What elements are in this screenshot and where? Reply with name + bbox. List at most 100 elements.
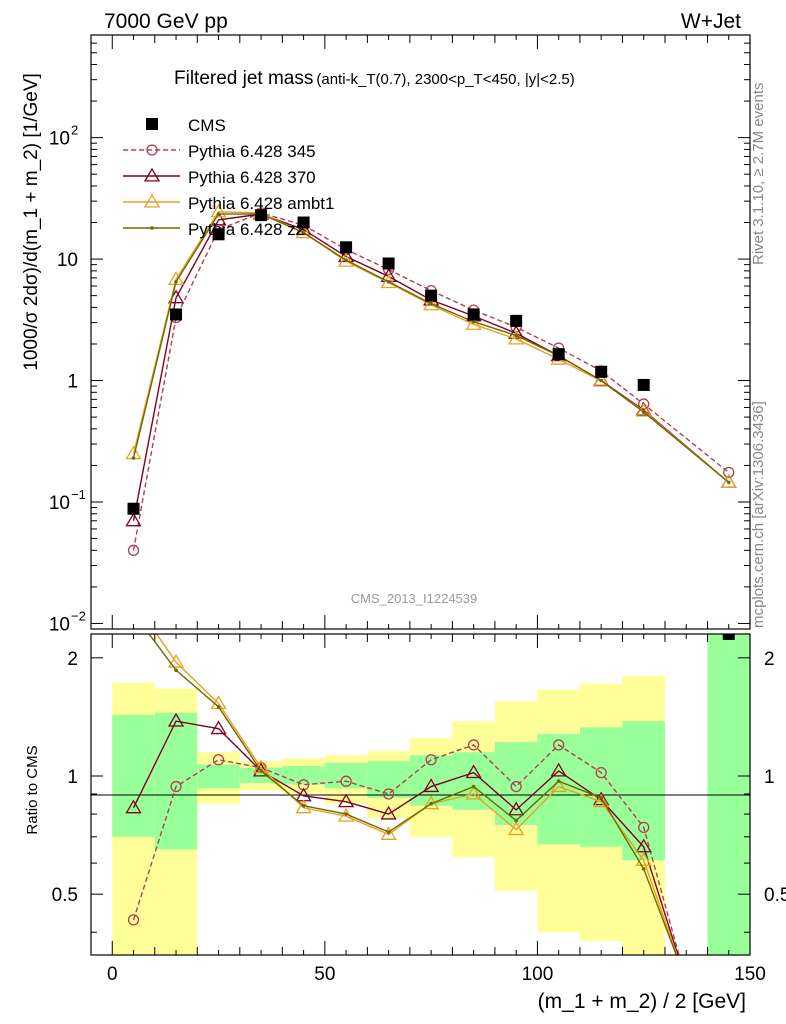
data-point-triangle xyxy=(337,252,355,267)
series-line xyxy=(148,634,678,955)
data-point-triangle xyxy=(252,762,270,777)
legend-label: Pythia 6.428 345 xyxy=(188,142,316,161)
data-point-dot xyxy=(726,480,731,485)
data-point-dot xyxy=(599,796,603,800)
data-point-circle xyxy=(638,398,650,410)
y-tick-label: 10 xyxy=(49,614,70,635)
data-point-triangle xyxy=(508,821,525,836)
data-point-dot xyxy=(216,212,221,216)
series-line xyxy=(132,212,730,551)
series-pythia-6-428-ambt1 xyxy=(125,203,737,488)
data-point-circle xyxy=(467,739,480,751)
data-point-triangle xyxy=(593,372,610,387)
data-point-dot xyxy=(514,818,518,823)
data-point-dot xyxy=(344,258,348,262)
ratio-y-tick-label: 0.5 xyxy=(764,885,786,906)
data-point-triangle xyxy=(593,791,610,806)
data-point-triangle xyxy=(635,838,652,853)
data-point-triangle xyxy=(337,793,355,808)
series-pythia-6-428-z2 xyxy=(131,212,731,485)
data-point-cms xyxy=(297,216,310,229)
data-point-cms xyxy=(382,257,395,270)
series-line xyxy=(132,213,730,521)
data-point-dot xyxy=(514,333,518,338)
xlabel: (m_1 + m_2) / 2 [GeV] xyxy=(538,990,746,1013)
data-point-dot xyxy=(132,611,136,615)
x-tick-label: 100 xyxy=(522,964,554,985)
plot-title: Filtered jet mass (anti-k_T(0.7), 2300<p_… xyxy=(174,68,575,89)
data-point-triangle xyxy=(508,324,525,339)
series-line xyxy=(132,211,730,483)
data-point-triangle xyxy=(210,720,227,735)
data-point-dot xyxy=(344,812,348,816)
data-point-triangle xyxy=(125,799,142,814)
data-point-triangle xyxy=(465,785,482,800)
data-point-dot xyxy=(216,705,221,709)
ratio-y-tick-label: 0.5 xyxy=(52,885,78,906)
data-point-dot xyxy=(641,410,646,414)
data-point-dot xyxy=(684,979,688,983)
band-green xyxy=(282,766,325,785)
data-point-triangle xyxy=(635,852,652,866)
header-left: 7000 GeV pp xyxy=(104,10,228,33)
data-point-circle xyxy=(146,144,158,156)
data-point-dot xyxy=(131,456,136,460)
y-tick-label: 10 xyxy=(57,250,78,271)
band-green xyxy=(537,733,580,845)
data-point-cms xyxy=(467,308,480,321)
data-point-cms xyxy=(146,118,158,130)
data-point-dot xyxy=(150,226,154,230)
main-ylabel: 1000/σ 2dσ)/d(m_1 + m_2) [1/GeV] xyxy=(21,73,42,371)
data-point-dot xyxy=(174,668,178,673)
data-point-cms xyxy=(170,308,183,321)
data-point-cms xyxy=(425,289,438,302)
y-tick-label: 10 xyxy=(49,493,70,514)
plot-title-main: Filtered jet mass xyxy=(174,68,313,89)
data-point-circle xyxy=(510,780,522,793)
header-right: W+Jet xyxy=(681,10,741,33)
data-point-cms xyxy=(127,502,140,515)
series-pythia-6-428-345 xyxy=(127,739,691,986)
data-point-triangle xyxy=(127,593,141,605)
data-point-triangle xyxy=(210,203,227,218)
rivet-label: Rivet 3.1.10, ≥ 2.7M events xyxy=(750,83,767,266)
data-point-dot xyxy=(429,801,433,806)
watermark: CMS_2013_I1224539 xyxy=(351,591,478,606)
data-point-cms xyxy=(510,314,523,327)
series-pythia-6-428-370 xyxy=(125,205,737,527)
series-cms xyxy=(127,209,650,515)
main-frame xyxy=(90,34,751,630)
data-point-circle xyxy=(681,976,691,986)
data-point-triangle xyxy=(143,167,161,182)
data-point-triangle xyxy=(143,193,161,208)
data-point-triangle xyxy=(550,762,567,777)
data-point-cms xyxy=(212,228,225,241)
data-point-circle xyxy=(382,788,395,800)
ratio-y-tick-label: 1 xyxy=(764,767,775,788)
data-point-circle xyxy=(212,754,225,766)
band-green xyxy=(707,634,750,955)
ratio-ylabel: Ratio to CMS xyxy=(24,745,41,834)
data-point-dot xyxy=(301,230,306,235)
series-line xyxy=(132,213,730,483)
x-tick-label: 50 xyxy=(314,964,335,985)
data-point-circle xyxy=(127,914,140,926)
series-line xyxy=(132,744,680,955)
band-green xyxy=(494,742,538,826)
data-point-triangle xyxy=(380,805,397,820)
data-point-circle xyxy=(340,775,352,787)
legend-label: CMS xyxy=(188,116,226,135)
data-point-dot xyxy=(386,830,391,834)
data-point-circle xyxy=(170,780,182,793)
data-point-dot xyxy=(471,319,476,324)
band-green xyxy=(112,715,155,837)
data-point-cms xyxy=(340,241,353,254)
data-point-cms xyxy=(552,348,565,361)
x-tick-label: 150 xyxy=(734,964,766,985)
series-line xyxy=(155,634,678,955)
data-point-triangle xyxy=(593,793,610,808)
data-point-triangle xyxy=(679,974,693,986)
ratio-grid-ticks: 0 50 100 150 0.5 0.5 1 1 2 2 xyxy=(52,634,786,985)
